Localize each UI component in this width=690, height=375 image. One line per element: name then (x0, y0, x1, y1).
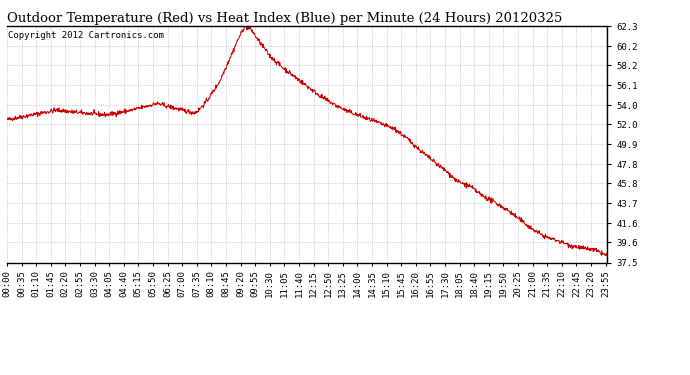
Text: Copyright 2012 Cartronics.com: Copyright 2012 Cartronics.com (8, 31, 164, 40)
Text: Outdoor Temperature (Red) vs Heat Index (Blue) per Minute (24 Hours) 20120325: Outdoor Temperature (Red) vs Heat Index … (7, 12, 562, 25)
